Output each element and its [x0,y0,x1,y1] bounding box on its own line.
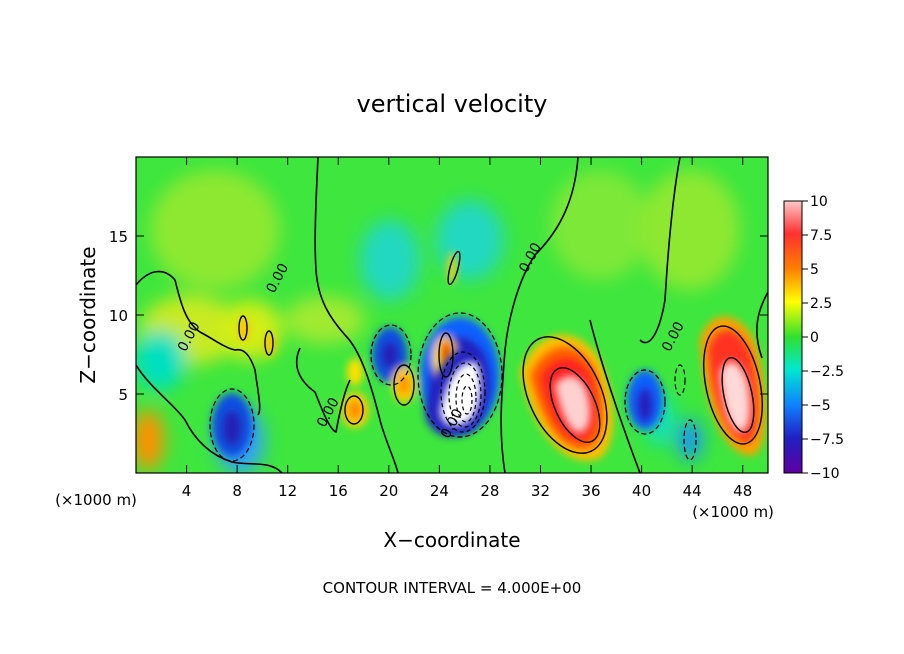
zero-contour [314,157,399,473]
contour-neg4 [683,419,697,461]
x-tick-label: 36 [581,482,600,500]
x-tick-label: 16 [329,482,348,500]
x-axis-label: X−coordinate [383,528,520,552]
y-tick-label: 15 [109,228,128,246]
x-tick-label: 12 [278,482,297,500]
colorbar: 10 7.5 5 2.5 0 −2.5 −5 −7.5 −10 [783,194,844,482]
contour-4 [703,325,763,445]
x-tick-label: 20 [379,482,398,500]
x-tick-label: 40 [632,482,651,500]
contour-4 [264,330,274,356]
zero-contour [756,291,768,359]
contour-neg4 [624,369,666,435]
colorbar-tick-label: 2.5 [810,296,832,312]
contour-interval-note: CONTOUR INTERVAL = 4.000E+00 [323,579,582,597]
y-tick-label: 10 [109,307,128,325]
x-tick-label: 24 [430,482,449,500]
zero-contour [136,364,283,473]
contour-neg4 [370,324,412,386]
chart-title: vertical velocity [357,90,548,118]
x-tick-label: 4 [182,482,192,500]
contour-4 [438,332,454,378]
contour-neg4 [417,312,503,438]
contour-neg4 [209,388,255,462]
zero-contour [295,347,351,434]
colorbar-scale [783,200,803,474]
contour-lines [136,157,768,473]
x-axis: 4 8 12 16 20 24 28 32 36 40 44 48 [182,157,752,500]
x-tick-label: 44 [683,482,702,500]
contour-8 [721,357,755,433]
contour-4 [447,250,461,286]
colorbar-tick-label: 10 [810,194,828,210]
zero-contour [589,319,641,473]
y-tick-label: 5 [118,386,128,404]
x-tick-label: 28 [480,482,499,500]
contour-neg4 [674,364,686,396]
y-axis: 5 10 15 [109,228,768,404]
zero-contour [136,270,261,416]
zero-contour [639,157,681,344]
contour-4 [238,315,248,341]
colorbar-tick-label: −2.5 [810,364,844,380]
colorbar-tick-label: 0 [810,330,819,346]
strong-downdraft-contours [440,351,486,433]
colorbar-tick-label: 5 [810,262,819,278]
contour-4 [344,395,364,425]
colorbar-ticks: 10 7.5 5 2.5 0 −2.5 −5 −7.5 −10 [802,194,844,482]
x-tick-label: 48 [733,482,752,500]
colorbar-tick-label: −5 [810,398,831,414]
y-axis-label: Z−coordinate [76,246,100,383]
contour-4 [522,336,608,454]
x-unit-right: (×1000 m) [692,503,774,521]
colorbar-tick-label: −10 [810,466,840,482]
colorbar-tick-label: −7.5 [810,432,844,448]
contour-8 [549,367,601,443]
x-tick-label: 32 [531,482,550,500]
x-unit-left: (×1000 m) [55,491,137,509]
colorbar-tick-label: 7.5 [810,228,832,244]
x-tick-label: 8 [232,482,242,500]
zero-contour [500,157,579,473]
